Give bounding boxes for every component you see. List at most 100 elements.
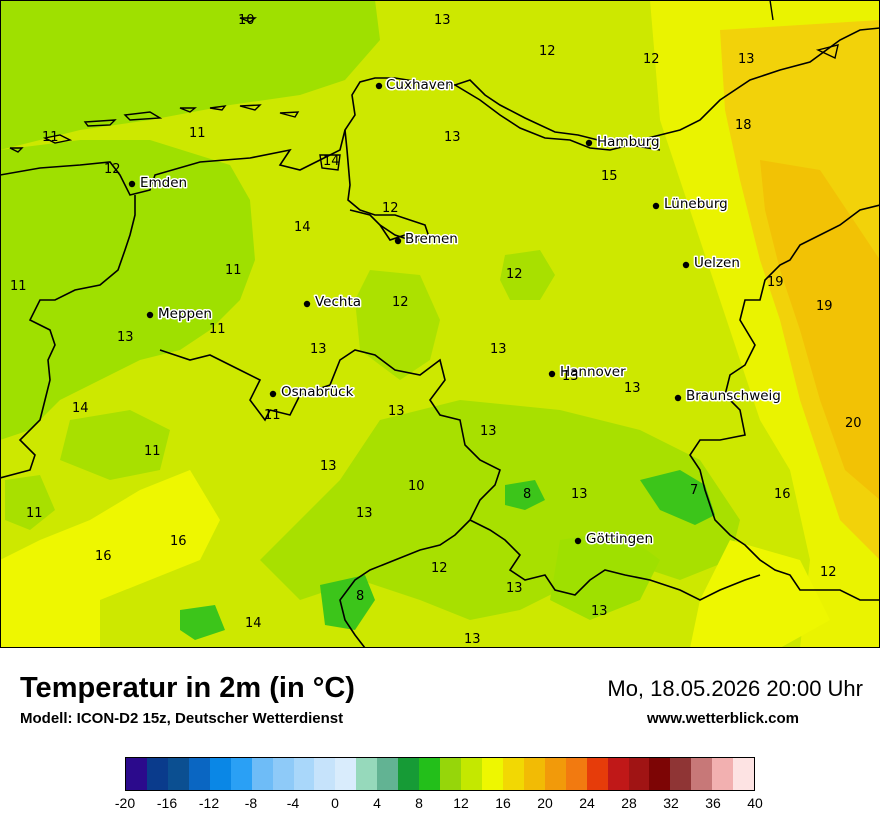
scale-tick-label: 40 [747,795,763,811]
temp-label: 14 [323,154,340,169]
state-border-bremen [349,209,430,241]
color-swatch [607,758,629,790]
temp-label: 12 [539,44,556,59]
blob-far-west-cool [5,475,55,530]
temp-label: 12 [820,565,837,580]
temperature-labels: 10 13 12 12 13 11 11 13 18 14 12 15 12 1… [10,13,862,647]
temp-label: 11 [264,408,281,423]
scale-tick-label: 8 [415,795,423,811]
color-swatch [398,758,420,790]
south-warm-field [690,540,830,648]
temp-label: 13 [506,581,523,596]
temperature-map: Cuxhaven Hamburg Emden Lüneburg Bremen U… [0,0,880,648]
temp-label: 7 [690,483,698,498]
scale-tick-label: 4 [373,795,381,811]
color-swatch [628,758,650,790]
color-swatch [335,758,357,790]
temp-label: 15 [601,169,618,184]
color-swatch [502,758,524,790]
color-swatch [523,758,545,790]
temp-label: 10 [238,13,255,28]
scale-tick-label: 24 [579,795,595,811]
city-emden: Emden [140,175,187,191]
temp-label: 13 [738,52,755,67]
forecast-datetime: Mo, 18.05.2026 20:00 Uhr [607,676,863,701]
scale-tick-label: 16 [495,795,511,811]
temp-label: 11 [26,506,43,521]
island [42,134,73,144]
temp-label: 19 [816,299,833,314]
temp-label: 11 [189,126,206,141]
temp-label: 19 [767,275,784,290]
city-hamburg: Hamburg [597,134,660,150]
city-hannover: Hannover [560,364,626,380]
color-swatch [419,758,441,790]
temp-label: 11 [10,279,27,294]
city-osnabrueck: Osnabrück [281,384,354,400]
city-dot [674,394,682,402]
temp-label: 13 [562,369,579,384]
scale-tick-label: 32 [663,795,679,811]
color-swatch [440,758,461,790]
color-swatch [188,758,210,790]
scale-tick-label: -8 [244,795,258,811]
scale-tick-label: -16 [156,795,178,811]
color-swatch [544,758,566,790]
temp-label: 13 [571,487,588,502]
state-border-west [0,195,136,479]
color-scale [125,757,755,791]
temp-label: 12 [506,267,523,282]
city-uelzen: Uelzen [694,255,740,271]
city-bremen: Bremen [405,231,458,247]
coastline [0,77,661,196]
southwest-warm-field [0,470,220,648]
scale-tick-label: 36 [705,795,721,811]
temp-label: 18 [735,118,752,133]
city-dot [303,300,311,308]
island [769,0,774,21]
city-cuxhaven: Cuxhaven [386,77,454,93]
temp-label: 11 [209,322,226,337]
color-swatch [712,758,734,790]
scale-tick-label: -12 [198,795,220,811]
color-swatch [167,758,189,790]
weser-estuary [344,129,432,241]
state-border-south [159,349,501,648]
footer: Temperatur in 2m (in °C) Modell: ICON-D2… [0,648,880,830]
city-meppen: Meppen [158,306,212,322]
cold-spot-south-west [180,605,225,640]
color-swatch [565,758,587,790]
east-hotter-field [760,160,880,500]
island [209,105,227,111]
website-link[interactable]: www.wetterblick.com [647,710,799,727]
color-swatch [356,758,378,790]
color-swatch [461,758,482,790]
temp-label: 13 [464,632,481,647]
cold-spot-south [320,575,375,630]
elbe-river [454,27,880,141]
island [279,111,300,118]
city-dot [146,311,154,319]
temp-label: 8 [356,589,364,604]
temp-label: 14 [72,401,89,416]
color-swatch [251,758,273,790]
island [179,107,197,113]
color-swatch [146,758,168,790]
scale-tick-label: 28 [621,795,637,811]
color-scale-ticks: -20 -16 -12 -8 -4 0 4 8 12 16 20 24 28 32 36 40 [115,795,763,815]
island [239,17,257,23]
temp-label: 16 [95,549,112,564]
scale-tick-label: -4 [286,795,300,811]
temp-label: 13 [434,13,451,28]
color-swatch [230,758,252,790]
color-swatch [126,758,147,790]
city-dot [652,202,660,210]
state-border-southeast [469,519,761,601]
state-border-east [689,204,880,601]
west-cool-field [0,140,255,440]
temp-label: 11 [42,130,59,145]
city-markers: Cuxhaven Hamburg Emden Lüneburg Bremen U… [128,76,782,549]
scale-tick-label: 20 [537,795,553,811]
temp-label: 13 [490,342,507,357]
island [9,147,24,153]
